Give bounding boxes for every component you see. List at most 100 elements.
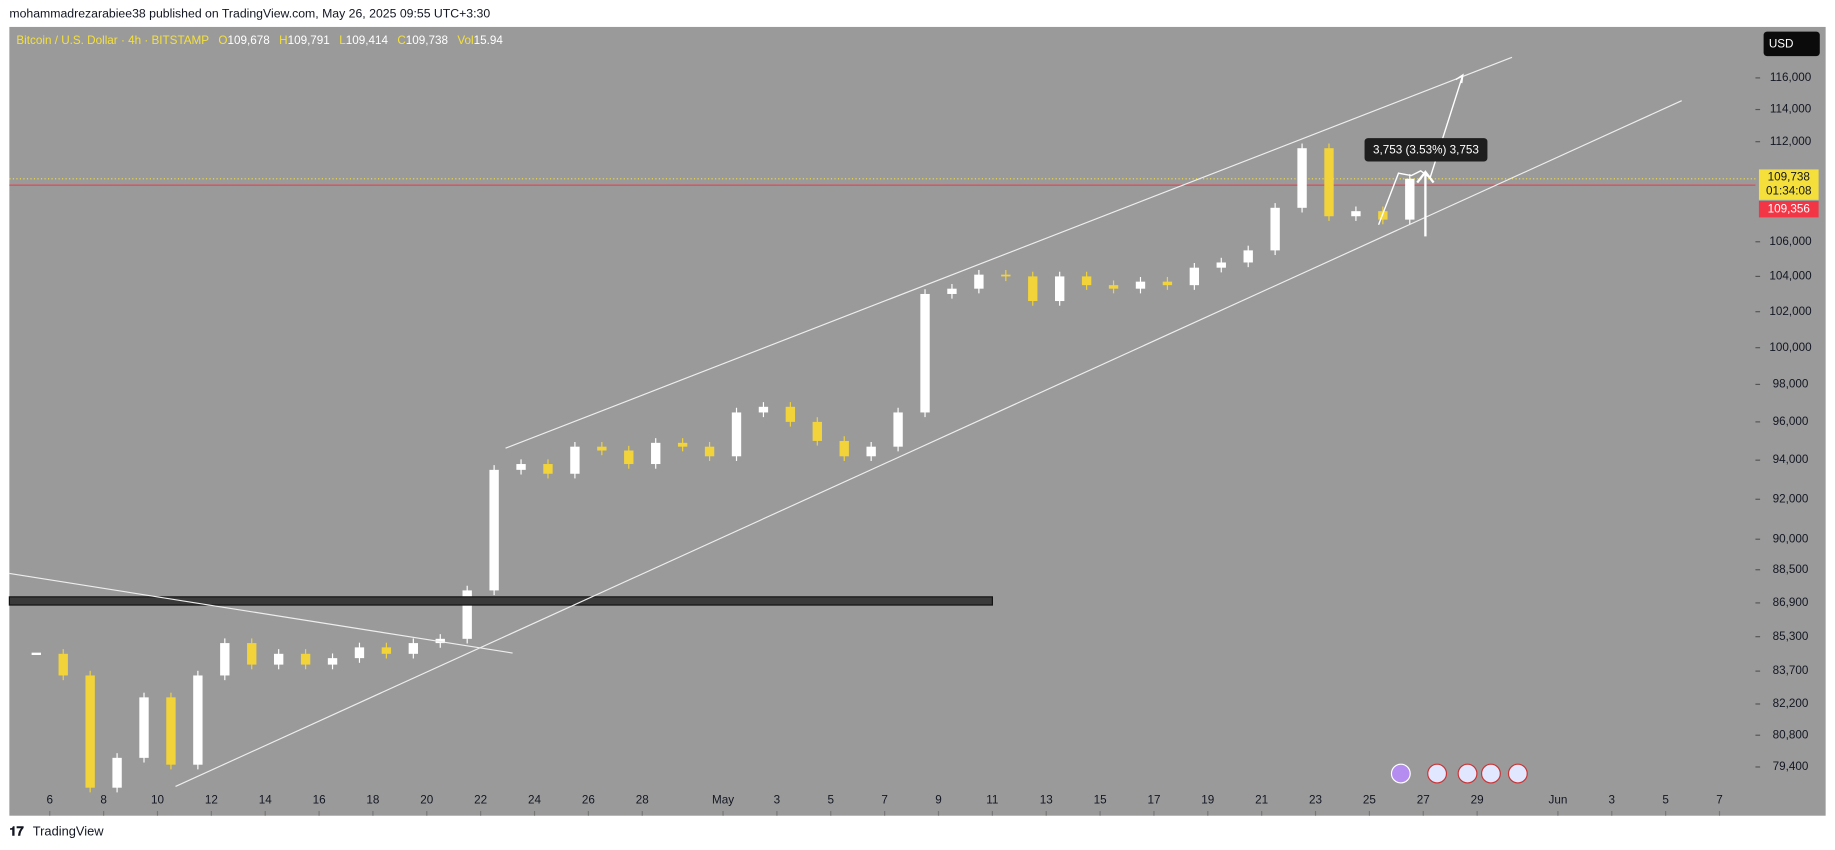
candle — [570, 446, 580, 474]
legend-value: 15.94 — [474, 34, 504, 47]
candle — [489, 469, 499, 591]
y-tick-label: 79,400 — [1773, 760, 1809, 773]
y-tick-label: 106,000 — [1769, 235, 1812, 248]
event-icon — [1507, 763, 1528, 784]
candle — [947, 288, 957, 294]
y-tick-label: 94,000 — [1773, 453, 1809, 466]
candle — [1405, 178, 1415, 220]
candle — [704, 446, 715, 457]
candle — [220, 643, 230, 676]
event-icons — [1390, 763, 1528, 784]
legend-key: Vol — [457, 34, 473, 47]
measure-box — [1364, 138, 1488, 162]
candle — [166, 697, 176, 765]
candle — [516, 464, 526, 470]
x-tick-label: 27 — [1417, 794, 1430, 807]
y-tick-label: 82,200 — [1773, 697, 1809, 710]
candle — [193, 675, 203, 765]
y-tick-label: 96,000 — [1773, 415, 1809, 428]
candle — [1189, 267, 1200, 286]
x-tick-label: 6 — [47, 794, 54, 807]
candle — [920, 293, 930, 413]
legend-value: 109,414 — [346, 34, 389, 47]
projection-arrowhead — [1455, 73, 1464, 84]
y-tick-label: 90,000 — [1773, 532, 1809, 545]
currency-button[interactable] — [1763, 31, 1820, 57]
candle — [1001, 274, 1011, 277]
symbol-legend: Bitcoin / U.S. Dollar · 4h · BITSTAMP O10… — [16, 34, 503, 47]
candle — [839, 440, 849, 457]
candle — [139, 697, 149, 758]
measure-arrowhead — [1416, 170, 1435, 184]
candle — [435, 638, 445, 644]
candle — [677, 442, 688, 447]
x-tick-label: 12 — [205, 794, 218, 807]
candle — [1081, 276, 1092, 286]
candle — [1055, 276, 1065, 302]
x-tick-label: 26 — [582, 794, 595, 807]
candle — [893, 412, 903, 447]
y-tick-label: 83,700 — [1773, 664, 1809, 677]
event-icon — [1457, 763, 1478, 784]
x-tick-label: 15 — [1094, 794, 1108, 807]
candle — [651, 442, 661, 465]
y-tick-label: 104,000 — [1769, 269, 1812, 282]
candle — [974, 274, 984, 289]
x-tick-label: 24 — [528, 794, 542, 807]
legend-value: 109,791 — [288, 34, 330, 47]
y-tick-label: 80,800 — [1773, 728, 1809, 741]
candle — [1108, 285, 1119, 289]
x-tick-label: 13 — [1040, 794, 1053, 807]
x-tick-label: 19 — [1201, 794, 1214, 807]
candle — [1162, 281, 1173, 286]
candle — [785, 406, 796, 422]
event-icon — [1390, 763, 1411, 784]
legend-key: C — [397, 34, 405, 47]
x-tick-label: 10 — [151, 794, 165, 807]
candle — [247, 643, 257, 665]
y-tick-label: 102,000 — [1769, 305, 1812, 318]
countdown-label: 01:34:08 — [1766, 185, 1811, 198]
x-tick-label: 3 — [774, 794, 781, 807]
x-tick-label: 5 — [828, 794, 835, 807]
event-icon — [1427, 763, 1448, 784]
x-tick-label: 23 — [1309, 794, 1322, 807]
candle — [112, 757, 122, 788]
x-tick-label: May — [712, 794, 734, 807]
candle — [624, 450, 634, 465]
x-tick-label: 9 — [935, 794, 942, 807]
candle — [1297, 148, 1307, 208]
candle — [1351, 211, 1361, 217]
x-tick-label: 3 — [1609, 794, 1616, 807]
y-tick-label: 85,300 — [1773, 630, 1809, 643]
x-tick-label: 25 — [1363, 794, 1377, 807]
candle — [408, 643, 419, 654]
last-price-box — [1758, 169, 1819, 200]
ref-price-label: 109,356 — [1768, 202, 1810, 215]
legend-key: L — [339, 34, 346, 47]
x-tick-label: 17 — [1147, 794, 1160, 807]
candle — [462, 590, 472, 639]
y-tick-label: 98,000 — [1773, 378, 1809, 391]
candle — [758, 406, 769, 413]
candle — [866, 446, 876, 457]
publisher-line: mohammadrezarabiee38 published on Tradin… — [9, 6, 490, 20]
candle — [58, 653, 68, 676]
candle — [1243, 250, 1253, 263]
channel-upper — [505, 56, 1513, 449]
candle — [731, 412, 742, 457]
support-zone — [8, 596, 993, 606]
x-tick-label: 11 — [986, 794, 998, 807]
footer-brand: TradingView — [33, 823, 104, 838]
x-tick-label: 22 — [474, 794, 487, 807]
x-tick-label: 16 — [313, 794, 326, 807]
y-tick-label: 88,500 — [1773, 563, 1809, 576]
y-tick-label: 112,000 — [1770, 135, 1812, 148]
candle — [273, 653, 284, 665]
x-tick-label: 8 — [100, 794, 107, 807]
x-tick-label: 18 — [366, 794, 379, 807]
candle — [354, 647, 365, 659]
candle — [327, 658, 338, 665]
x-tick-label: 5 — [1662, 794, 1669, 807]
